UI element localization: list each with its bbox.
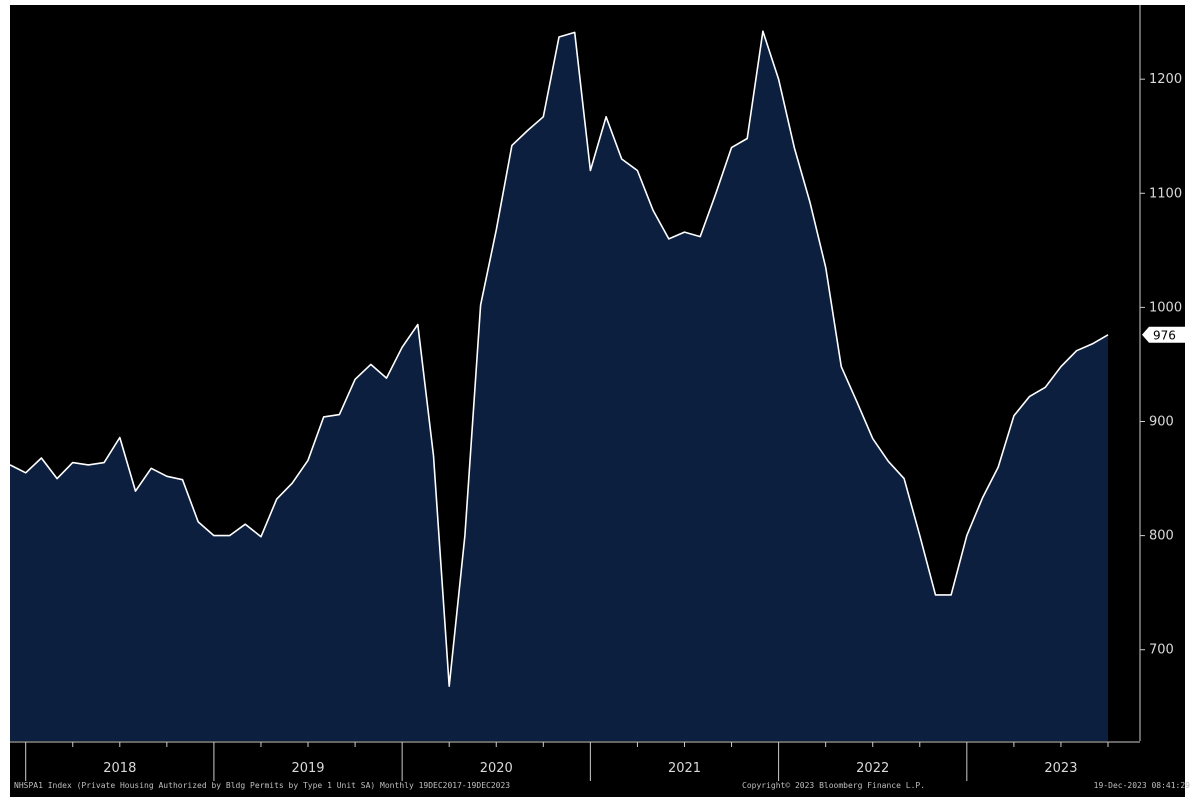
- last-value-label: 976: [1153, 328, 1176, 342]
- y-tick-label: 700: [1149, 643, 1174, 658]
- last-value-marker: 976: [1142, 326, 1186, 343]
- x-tick-label: 2018: [103, 761, 136, 776]
- series-line: [9, 30, 1109, 687]
- y-tick-label: 1100: [1149, 186, 1182, 201]
- y-tick-label: 1200: [1149, 72, 1182, 87]
- x-tick-label: 2023: [1044, 761, 1077, 776]
- y-tick-label: 800: [1149, 529, 1174, 544]
- x-tick-label: 2019: [291, 761, 324, 776]
- x-tick-label: 2021: [668, 761, 701, 776]
- footer-timestamp: 19-Dec-2023 08:41:29: [1094, 781, 1191, 790]
- footer-series-description: NHSPA1 Index (Private Housing Authorized…: [14, 781, 510, 790]
- y-tick-label: 900: [1149, 414, 1174, 429]
- x-tick-label: 2022: [856, 761, 889, 776]
- area-fill: [10, 31, 1108, 741]
- x-tick-label: 2020: [480, 761, 513, 776]
- y-tick-label: 1000: [1149, 300, 1182, 315]
- y-tick-group: 700 800 900 1000 1100 1200: [1140, 72, 1182, 658]
- x-tick-group: 2018 2019 2020 2021 2022 2023: [25, 742, 1109, 781]
- last-value-marker-bg: [1142, 326, 1186, 343]
- axis-group: [10, 5, 1141, 743]
- footer-copyright: Copyright© 2023 Bloomberg Finance L.P.: [742, 781, 925, 790]
